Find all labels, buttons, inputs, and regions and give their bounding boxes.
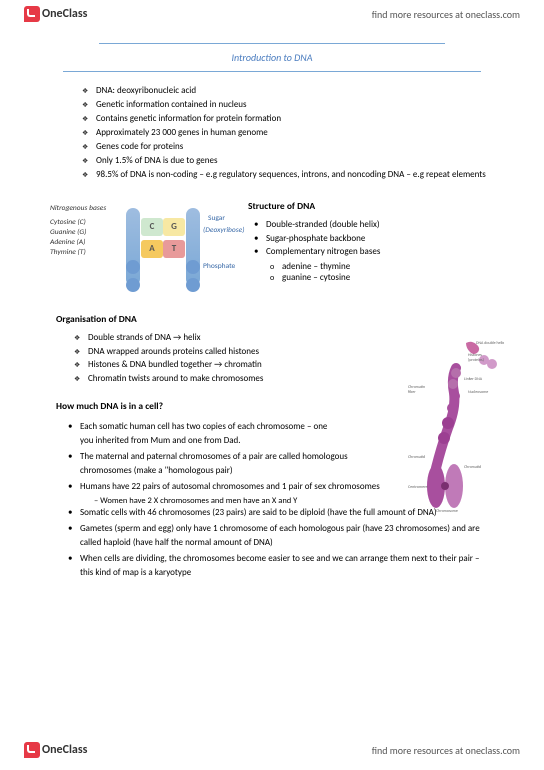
logo-icon: [24, 742, 40, 758]
label-deoxy: (Deoxyribose): [203, 226, 245, 235]
label-thymine: Thymine (T): [50, 248, 86, 257]
phosphate-icon: [186, 278, 200, 292]
structure-point: Double-stranded (double helix): [266, 218, 494, 232]
intro-item: 98.5% of DNA is non-coding – e.g regulat…: [96, 168, 494, 182]
intro-list: DNA: deoxyribonucleic acid Genetic infor…: [50, 84, 494, 182]
cell-subpoint: Women have 2 X chromosomes and men have …: [100, 496, 297, 506]
title-rule-bottom: [63, 71, 480, 72]
base-t: T: [163, 240, 185, 258]
cell-point: When cells are dividing, the chromosomes…: [80, 552, 494, 580]
intro-item: Approximately 23 000 genes in human geno…: [96, 126, 494, 140]
chromatin-diagram: DNA double helix Histones (proteins) Chr…: [406, 338, 506, 513]
structure-heading: Structure of DNA: [248, 200, 494, 212]
structure-point: Sugar-phosphate backbone: [266, 232, 494, 246]
fig-label: DNA double helix: [476, 341, 504, 346]
fig-label: Chromatid: [408, 455, 425, 460]
intro-item: Genetic information contained in nucleus: [96, 98, 494, 112]
cell-point: Each somatic human cell has two copies o…: [80, 420, 337, 448]
svg-text:fiber: fiber: [408, 390, 416, 395]
phosphate-icon: [126, 260, 140, 274]
base-c: C: [141, 218, 163, 236]
intro-item: DNA: deoxyribonucleic acid: [96, 84, 494, 98]
brand-name: OneClass: [42, 743, 87, 757]
label-guanine: Guanine (G): [50, 228, 86, 237]
page-header: OneClass find more resources at oneclass…: [0, 0, 544, 28]
backbone-icon: [186, 208, 200, 286]
doc-title: Introduction to DNA: [50, 47, 494, 68]
label-nitrogenous: Nitrogenous bases: [50, 204, 106, 213]
phosphate-icon: [186, 260, 200, 274]
label-cytosine: Cytosine (C): [50, 218, 86, 227]
label-phosphate: Phosphate: [203, 262, 235, 271]
page-footer: OneClass find more resources at oneclass…: [0, 736, 544, 770]
cell-point: The maternal and paternal chromosomes of…: [80, 450, 378, 478]
footer-tagline: find more resources at oneclass.com: [372, 744, 520, 757]
brand-name: OneClass: [42, 7, 87, 21]
dna-base-diagram: Nitrogenous bases Cytosine (C) Guanine (…: [50, 200, 240, 305]
header-tagline: find more resources at oneclass.com: [372, 8, 520, 21]
structure-point: Complementary nitrogen bases: [266, 245, 494, 259]
base-g: G: [163, 218, 185, 236]
structure-subpoint: guanine – cytosine: [282, 272, 494, 283]
label-sugar: Sugar: [208, 214, 225, 223]
organisation-heading: Organisation of DNA: [56, 313, 494, 325]
backbone-icon: [126, 208, 140, 286]
brand-logo: OneClass: [24, 742, 87, 758]
fig-label: (proteins): [468, 357, 484, 363]
label-adenine: Adenine (A): [50, 238, 85, 247]
fig-label: Centromere: [408, 485, 427, 490]
base-a: A: [141, 240, 163, 258]
brand-logo: OneClass: [24, 6, 87, 22]
cell-point: Gametes (sperm and egg) only have 1 chro…: [80, 522, 494, 550]
structure-text: Structure of DNA Double-stranded (double…: [248, 200, 494, 305]
intro-item: Only 1.5% of DNA is due to genes: [96, 154, 494, 168]
fig-label: Nucleosome: [468, 390, 488, 395]
fig-label: Chromosome: [436, 509, 458, 513]
intro-item: Genes code for proteins: [96, 140, 494, 154]
structure-section: Nitrogenous bases Cytosine (C) Guanine (…: [50, 200, 494, 305]
fig-label: Chromatid: [464, 465, 481, 470]
phosphate-icon: [126, 278, 140, 292]
title-rule-top: [99, 43, 445, 44]
fig-label: Linker DNA: [464, 377, 483, 382]
structure-subpoint: adenine – thymine: [282, 261, 494, 272]
intro-item: Contains genetic information for protein…: [96, 112, 494, 126]
logo-icon: [24, 6, 40, 22]
